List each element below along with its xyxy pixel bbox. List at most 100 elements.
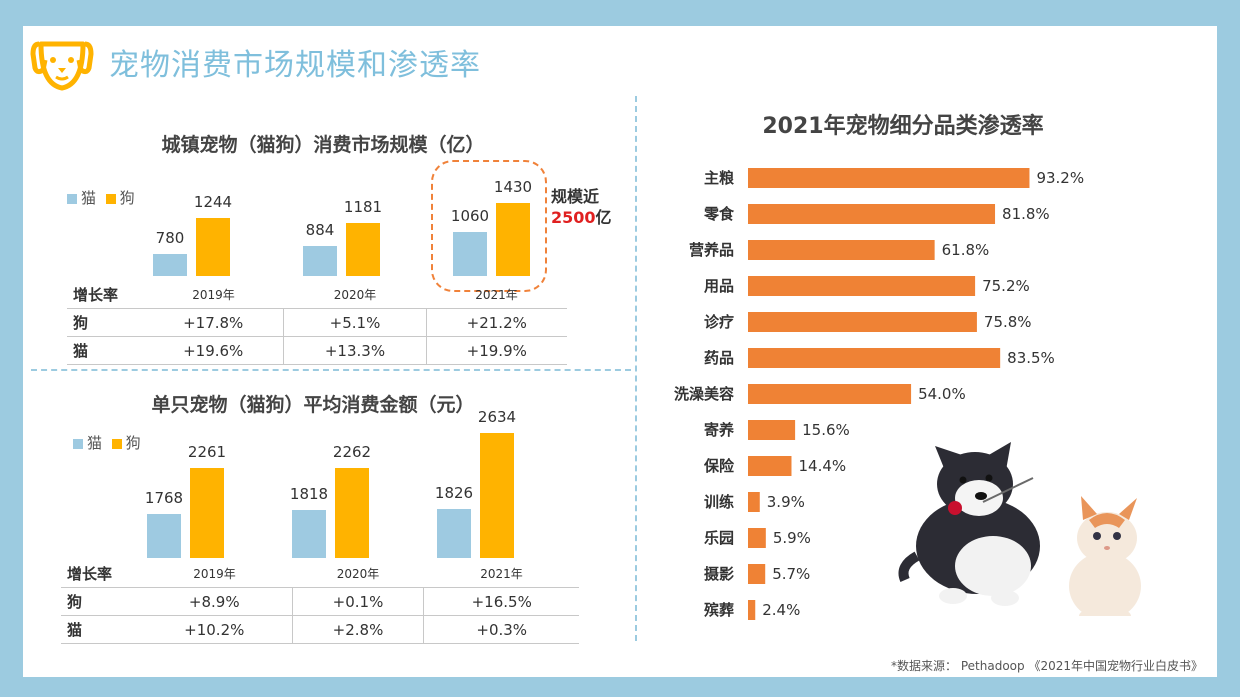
- penetration-bar: [748, 348, 1001, 368]
- bar-dog: [496, 202, 530, 276]
- bar-value-label: 1430: [493, 177, 533, 196]
- chart2-plot: 1768 2261 1818 2262 1826 2634: [23, 26, 623, 566]
- penetration-bar: [748, 564, 766, 584]
- growth-cell: +10.2%: [137, 615, 293, 644]
- value-label: 54.0%: [918, 385, 966, 403]
- bar-value-label: 1181: [343, 197, 383, 216]
- page-title: 宠物消费市场规模和渗透率: [109, 48, 481, 83]
- penetration-bar: [748, 420, 796, 440]
- penetration-bar: [748, 492, 760, 512]
- bar-cat: [147, 514, 181, 558]
- bar-value-label: 1818: [289, 484, 329, 503]
- value-label: 15.6%: [802, 421, 850, 439]
- legend-swatch-dog: [105, 193, 116, 204]
- penetration-bar: [748, 456, 792, 476]
- legend-swatch-cat: [67, 193, 77, 204]
- legend-swatch-cat: [73, 438, 83, 449]
- penetration-bar: [748, 600, 756, 620]
- chart2-legend: 猫 狗: [73, 432, 141, 453]
- bar-cat: [153, 254, 187, 276]
- growth-cell: +16.5%: [423, 587, 579, 616]
- chart2-title: 单只宠物（猫狗）平均消费金额（元）: [151, 394, 475, 416]
- year-label: 2021年: [480, 567, 523, 581]
- legend-label-cat: 猫: [81, 189, 97, 207]
- category-label: 摄影: [704, 565, 734, 583]
- growth-cell: +21.2%: [425, 308, 567, 337]
- value-label: 93.2%: [1036, 169, 1084, 187]
- growth-cell: +0.1%: [291, 587, 424, 616]
- growth-row-label: 狗: [67, 308, 143, 337]
- penetration-bar: [748, 312, 977, 332]
- callout-line1: 规模近: [551, 187, 600, 206]
- bar-value-label: 2262: [332, 443, 372, 462]
- dog-face-icon: [29, 34, 95, 98]
- chart3-plot: 主粮 93.2% 零食 81.8% 营养品 61.8% 用品 75.2% 诊疗 75.8% 药品 83…: [653, 156, 1093, 626]
- year-label: 2020年: [333, 288, 377, 302]
- value-label: 83.5%: [1007, 349, 1055, 367]
- penetration-bar: [748, 528, 766, 548]
- callout-highlight: 2500: [551, 208, 596, 227]
- growth-cell: +0.3%: [423, 615, 579, 644]
- growth-cell: +19.9%: [425, 336, 567, 365]
- bar-cat: [453, 232, 487, 276]
- bar-value-label: 884: [305, 220, 335, 239]
- pets-illustration: [893, 416, 1153, 622]
- penetration-bar-chart: 主粮 93.2% 零食 81.8% 营养品 61.8% 用品 75.2% 诊疗 75.8% 药品 83…: [674, 168, 1084, 620]
- vertical-divider: [635, 96, 637, 641]
- puppy-illustration: [898, 442, 1040, 606]
- penetration-bar: [748, 168, 1030, 188]
- growth-cell: +13.3%: [283, 336, 427, 365]
- bar-dog: [346, 222, 380, 276]
- penetration-bar: [748, 276, 976, 296]
- category-label: 主粮: [704, 169, 735, 187]
- bar-dog: [480, 433, 514, 558]
- chart2-growth-table: 增长率 2019年 2020年 2021年 狗 +8.9% +0.1% +16.…: [61, 560, 579, 644]
- category-label: 寄养: [704, 421, 735, 439]
- callout-unit: 亿: [595, 208, 612, 227]
- penetration-bar: [748, 240, 935, 260]
- growth-row-label: 猫: [61, 615, 137, 644]
- year-label: 2019年: [193, 567, 236, 581]
- chart3-title: 2021年宠物细分品类渗透率: [762, 114, 1044, 139]
- category-label: 殡葬: [704, 601, 734, 619]
- year-label: 2020年: [336, 567, 380, 581]
- bar-dog: [335, 468, 369, 558]
- year-label: 2021年: [475, 288, 518, 302]
- value-label: 2.4%: [762, 601, 800, 619]
- bar-cat: [292, 509, 326, 558]
- bar-value-label: 2261: [187, 443, 227, 462]
- bar-value-label: 2634: [477, 408, 517, 427]
- callout-text: 规模近 2500亿: [551, 186, 612, 228]
- value-label: 75.2%: [982, 277, 1030, 295]
- category-label: 用品: [704, 277, 734, 295]
- callout-highlight-box: [431, 160, 547, 292]
- category-label: 诊疗: [704, 313, 734, 331]
- value-label: 5.9%: [773, 529, 811, 547]
- category-label: 药品: [704, 349, 734, 367]
- horizontal-divider: [31, 369, 631, 371]
- growth-cell: +19.6%: [143, 336, 284, 365]
- value-label: 61.8%: [942, 241, 990, 259]
- bar-value-label: 1060: [450, 207, 490, 226]
- year-label: 2019年: [192, 288, 235, 302]
- value-label: 5.7%: [772, 565, 810, 583]
- legend-label-dog: 狗: [119, 189, 135, 207]
- penetration-bar: [748, 384, 912, 404]
- category-label: 洗澡美容: [674, 385, 734, 403]
- kitten-illustration: [1069, 496, 1141, 622]
- category-label: 乐园: [704, 529, 734, 547]
- chart1-growth-table: 增长率 2019年 2020年 2021年 狗 +17.8% +5.1% +21…: [67, 281, 567, 365]
- penetration-bar: [748, 204, 996, 224]
- growth-header: 增长率: [73, 286, 119, 304]
- value-label: 3.9%: [767, 493, 805, 511]
- bar-dog: [190, 468, 224, 558]
- growth-row-label: 狗: [61, 587, 137, 616]
- chart1-plot: 780 1244 884 1181 1060 1430: [23, 26, 623, 286]
- legend-label-dog: 狗: [125, 434, 141, 452]
- category-label: 零食: [703, 205, 735, 223]
- bar-value-label: 1768: [144, 489, 184, 508]
- growth-row-label: 猫: [67, 336, 143, 365]
- legend-label-cat: 猫: [87, 434, 103, 452]
- category-label: 营养品: [689, 241, 734, 259]
- growth-cell: +17.8%: [143, 308, 284, 337]
